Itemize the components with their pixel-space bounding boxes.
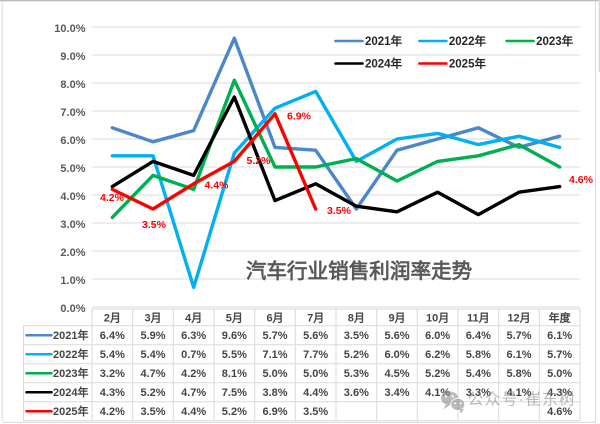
svg-text:4.5%: 4.5% xyxy=(384,368,409,380)
svg-text:6月: 6月 xyxy=(266,311,283,324)
svg-text:6.0%: 6.0% xyxy=(60,135,85,147)
svg-text:5.6%: 5.6% xyxy=(303,330,328,342)
svg-text:5.2%: 5.2% xyxy=(140,387,165,399)
svg-text:6.0%: 6.0% xyxy=(384,349,409,361)
svg-text:2023年: 2023年 xyxy=(536,34,574,48)
svg-text:6.9%: 6.9% xyxy=(287,111,312,123)
svg-text:10月: 10月 xyxy=(426,311,449,324)
svg-text:7月: 7月 xyxy=(307,311,324,324)
svg-text:5.7%: 5.7% xyxy=(262,330,287,342)
svg-text:6.9%: 6.9% xyxy=(262,406,287,418)
svg-text:9月: 9月 xyxy=(388,311,405,324)
svg-text:2024年: 2024年 xyxy=(53,385,88,399)
svg-text:4.4%: 4.4% xyxy=(205,180,230,192)
svg-text:2023年: 2023年 xyxy=(53,366,88,380)
svg-text:1.0%: 1.0% xyxy=(60,275,85,287)
svg-text:4.4%: 4.4% xyxy=(303,387,328,399)
svg-text:5.5%: 5.5% xyxy=(222,349,247,361)
svg-text:6.1%: 6.1% xyxy=(547,330,572,342)
svg-text:3.5%: 3.5% xyxy=(303,406,328,418)
svg-text:10.0%: 10.0% xyxy=(54,23,85,35)
svg-text:4.6%: 4.6% xyxy=(569,174,594,186)
svg-text:4.7%: 4.7% xyxy=(140,368,165,380)
svg-text:汽车行业销售利润率走势: 汽车行业销售利润率走势 xyxy=(246,259,473,283)
svg-text:3.0%: 3.0% xyxy=(60,219,85,231)
svg-text:8.1%: 8.1% xyxy=(222,368,247,380)
svg-text:6.2%: 6.2% xyxy=(425,349,450,361)
svg-text:5.6%: 5.6% xyxy=(384,330,409,342)
svg-text:5.3%: 5.3% xyxy=(344,368,369,380)
svg-text:7.0%: 7.0% xyxy=(60,107,85,119)
svg-text:2024年: 2024年 xyxy=(365,57,403,71)
svg-text:3.6%: 3.6% xyxy=(344,387,369,399)
svg-text:0.0%: 0.0% xyxy=(60,303,85,315)
svg-text:5.8%: 5.8% xyxy=(466,349,491,361)
svg-text:4.1%: 4.1% xyxy=(506,387,531,399)
svg-text:6.0%: 6.0% xyxy=(425,330,450,342)
svg-text:6.4%: 6.4% xyxy=(100,330,125,342)
svg-text:4.2%: 4.2% xyxy=(181,368,206,380)
svg-text:8.0%: 8.0% xyxy=(60,79,85,91)
svg-text:3.5%: 3.5% xyxy=(142,219,167,231)
svg-text:年度: 年度 xyxy=(549,310,572,324)
svg-text:5.7%: 5.7% xyxy=(547,349,572,361)
svg-text:5.2%: 5.2% xyxy=(247,155,272,167)
svg-text:4.4%: 4.4% xyxy=(181,406,206,418)
svg-text:3.5%: 3.5% xyxy=(327,205,352,217)
svg-text:4月: 4月 xyxy=(185,311,202,324)
svg-text:0.7%: 0.7% xyxy=(181,349,206,361)
svg-text:5.4%: 5.4% xyxy=(100,349,125,361)
svg-text:3月: 3月 xyxy=(144,311,161,324)
svg-text:5.2%: 5.2% xyxy=(344,349,369,361)
svg-text:3.5%: 3.5% xyxy=(344,330,369,342)
svg-text:5.2%: 5.2% xyxy=(425,368,450,380)
svg-text:3.4%: 3.4% xyxy=(384,387,409,399)
svg-text:2月: 2月 xyxy=(104,311,121,324)
svg-text:5.0%: 5.0% xyxy=(60,163,85,175)
svg-text:4.0%: 4.0% xyxy=(60,191,85,203)
svg-text:12月: 12月 xyxy=(507,311,530,324)
svg-text:5.4%: 5.4% xyxy=(466,368,491,380)
svg-text:3.2%: 3.2% xyxy=(100,368,125,380)
svg-text:7.1%: 7.1% xyxy=(262,349,287,361)
svg-text:6.3%: 6.3% xyxy=(181,330,206,342)
svg-text:5.0%: 5.0% xyxy=(547,368,572,380)
svg-text:8月: 8月 xyxy=(348,311,365,324)
svg-text:2021年: 2021年 xyxy=(365,34,403,48)
svg-text:4.3%: 4.3% xyxy=(547,387,572,399)
svg-text:11月: 11月 xyxy=(467,311,490,324)
svg-text:5.8%: 5.8% xyxy=(506,368,531,380)
svg-text:5.7%: 5.7% xyxy=(506,330,531,342)
svg-text:4.7%: 4.7% xyxy=(181,387,206,399)
svg-text:3.8%: 3.8% xyxy=(262,387,287,399)
svg-text:2022年: 2022年 xyxy=(53,347,88,361)
svg-text:3.5%: 3.5% xyxy=(140,406,165,418)
svg-text:9.6%: 9.6% xyxy=(222,330,247,342)
svg-text:2021年: 2021年 xyxy=(53,328,88,342)
svg-text:2.0%: 2.0% xyxy=(60,247,85,259)
svg-text:公众号·崔东树: 公众号·崔东树 xyxy=(468,391,576,409)
svg-text:5.4%: 5.4% xyxy=(140,349,165,361)
svg-text:2022年: 2022年 xyxy=(449,34,487,48)
svg-text:5.9%: 5.9% xyxy=(140,330,165,342)
svg-text:6.1%: 6.1% xyxy=(506,349,531,361)
svg-text:4.2%: 4.2% xyxy=(100,192,125,204)
svg-text:5.0%: 5.0% xyxy=(262,368,287,380)
svg-text:7.7%: 7.7% xyxy=(303,349,328,361)
svg-text:2025年: 2025年 xyxy=(449,57,487,71)
svg-text:2025年: 2025年 xyxy=(53,404,88,418)
svg-text:3.3%: 3.3% xyxy=(466,387,491,399)
svg-text:4.3%: 4.3% xyxy=(100,387,125,399)
svg-text:4.6%: 4.6% xyxy=(547,406,572,418)
svg-text:7.5%: 7.5% xyxy=(222,387,247,399)
svg-text:5.2%: 5.2% xyxy=(222,406,247,418)
svg-text:5.0%: 5.0% xyxy=(303,368,328,380)
svg-text:5月: 5月 xyxy=(226,311,243,324)
svg-text:6.4%: 6.4% xyxy=(466,330,491,342)
svg-text:9.0%: 9.0% xyxy=(60,51,85,63)
svg-text:4.2%: 4.2% xyxy=(100,406,125,418)
